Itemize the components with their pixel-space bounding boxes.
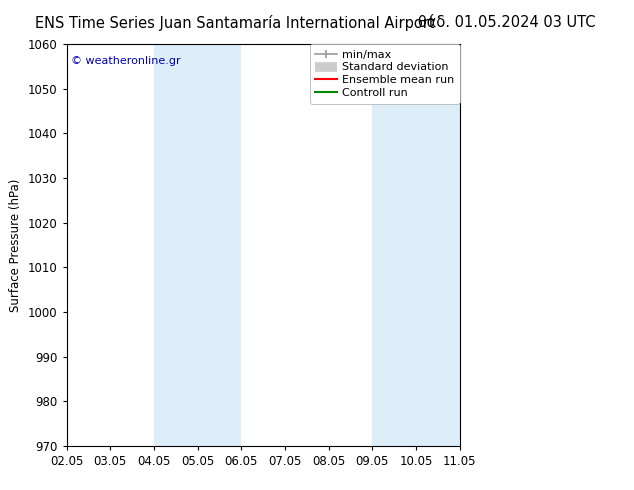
Y-axis label: Surface Pressure (hPa): Surface Pressure (hPa) bbox=[10, 178, 22, 312]
Text: ENS Time Series Juan Santamaría International Airport: ENS Time Series Juan Santamaría Internat… bbox=[35, 15, 434, 31]
Text: © weatheronline.gr: © weatheronline.gr bbox=[70, 56, 180, 66]
Text: θάδ. 01.05.2024 03 UTC: θάδ. 01.05.2024 03 UTC bbox=[418, 15, 596, 30]
Legend: min/max, Standard deviation, Ensemble mean run, Controll run: min/max, Standard deviation, Ensemble me… bbox=[309, 44, 460, 103]
Bar bbox=[372, 44, 460, 446]
Bar bbox=[154, 44, 242, 446]
